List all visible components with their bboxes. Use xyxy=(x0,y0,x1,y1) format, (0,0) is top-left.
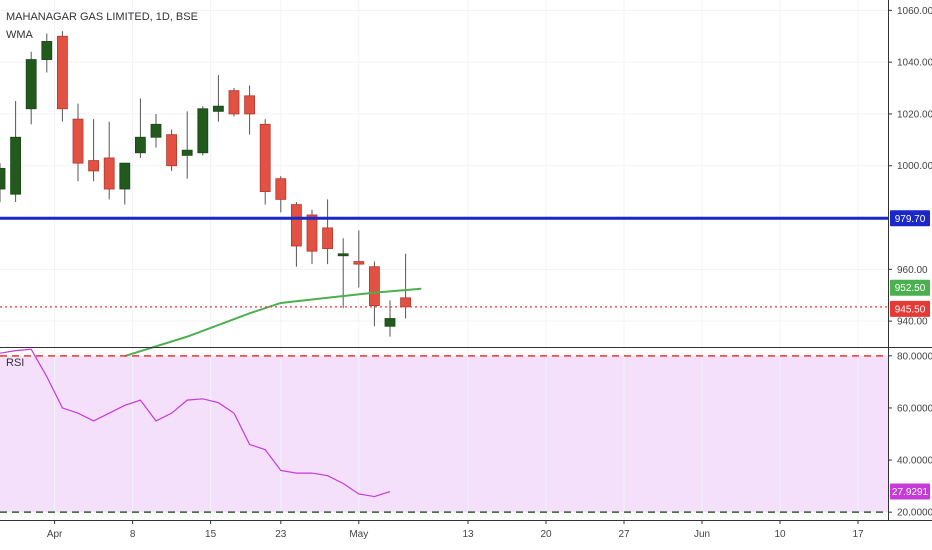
candle-body xyxy=(290,204,302,247)
chart-grid xyxy=(0,0,888,520)
candle[interactable] xyxy=(10,100,22,202)
wma-price-tag: 952.50 xyxy=(890,279,930,296)
candle-body xyxy=(228,90,240,115)
time-tick-label: Apr xyxy=(47,529,63,540)
candle[interactable] xyxy=(322,199,334,265)
candle[interactable] xyxy=(57,31,68,122)
rsi-legend: RSI xyxy=(6,357,25,369)
candle-body xyxy=(259,123,271,193)
time-tick-label: 15 xyxy=(205,529,217,540)
candle-body xyxy=(337,253,349,257)
rsi-tick-label: 60.0000 xyxy=(897,403,932,414)
price-tick-label: 940.00 xyxy=(897,317,928,328)
candle[interactable] xyxy=(212,75,224,122)
candle[interactable] xyxy=(228,88,240,117)
candle-body xyxy=(244,95,256,115)
rsi-background xyxy=(0,355,888,513)
candle-body xyxy=(88,160,99,172)
candle-body xyxy=(368,266,380,306)
candle[interactable] xyxy=(181,111,193,179)
time-tick-label: 10 xyxy=(774,529,786,540)
candle[interactable] xyxy=(103,121,115,200)
candle-body xyxy=(72,118,84,164)
candle-body xyxy=(181,149,193,156)
candle[interactable] xyxy=(166,129,178,171)
time-tick-label: 13 xyxy=(462,529,474,540)
candle-body xyxy=(103,157,115,190)
candle-body xyxy=(384,318,396,327)
candle-body xyxy=(41,41,53,60)
price-tick-label: 960.00 xyxy=(897,265,928,276)
wma-price-tag-text: 952.50 xyxy=(895,283,926,294)
candle-body xyxy=(57,35,68,110)
price-tick-label: 1060.00 xyxy=(897,6,932,17)
level-price-tag-bg xyxy=(890,210,930,227)
last-price-tag-text: 945.50 xyxy=(895,304,926,315)
candle[interactable] xyxy=(368,261,380,327)
candle-body xyxy=(10,136,22,195)
last-price-tag-bg xyxy=(890,300,930,317)
time-tick-label: 27 xyxy=(618,529,630,540)
rsi-tick-label: 40.0000 xyxy=(897,456,932,467)
candle[interactable] xyxy=(41,33,53,73)
rsi-value-tag: 27.9291 xyxy=(890,483,930,500)
candle[interactable] xyxy=(25,51,37,125)
candle[interactable] xyxy=(353,230,365,288)
candle[interactable] xyxy=(259,119,271,205)
time-tick-label: 17 xyxy=(852,529,864,540)
rsi-value-tag-bg xyxy=(890,483,930,500)
candle[interactable] xyxy=(244,85,256,135)
candle-body xyxy=(400,297,412,308)
rsi-panel[interactable] xyxy=(0,348,888,513)
candle-body xyxy=(353,261,365,265)
price-tick-label: 1000.00 xyxy=(897,161,932,172)
candle-body xyxy=(166,134,178,167)
candle[interactable] xyxy=(290,201,302,267)
candle[interactable] xyxy=(197,106,209,156)
candle-body xyxy=(322,227,334,249)
time-tick-label: May xyxy=(349,529,368,540)
price-tick-label: 1020.00 xyxy=(897,109,932,120)
candle[interactable] xyxy=(275,176,287,213)
price-tick-label: 1040.00 xyxy=(897,58,932,69)
candle-body xyxy=(134,136,146,154)
level-price-tag: 979.70 xyxy=(890,210,930,227)
time-tick-label: 20 xyxy=(540,529,552,540)
last-price-tag: 945.50 xyxy=(890,300,930,317)
candle[interactable] xyxy=(119,162,131,205)
price-panel[interactable] xyxy=(0,31,888,358)
rsi-band xyxy=(0,355,888,513)
candle[interactable] xyxy=(0,163,6,202)
time-tick-label: 8 xyxy=(130,529,136,540)
candle-body xyxy=(275,178,287,200)
candle[interactable] xyxy=(72,103,84,182)
chart-title: MAHANAGAR GAS LIMITED, 1D, BSE xyxy=(6,11,198,23)
wma-legend: WMA xyxy=(6,29,33,41)
rsi-tick-label: 20.0000 xyxy=(897,508,932,519)
candle-body xyxy=(197,108,209,154)
candle[interactable] xyxy=(150,113,162,148)
rsi-line xyxy=(0,348,391,498)
candle-body xyxy=(119,162,131,190)
wma-line xyxy=(124,287,422,358)
candle-body xyxy=(306,214,318,252)
rsi-tick-label: 80.0000 xyxy=(897,351,932,362)
rsi-value-tag-text: 27.9291 xyxy=(892,487,929,498)
price-tags: 979.70 952.50 945.50 27.9291 xyxy=(890,210,930,500)
time-tick-label: Jun xyxy=(694,529,710,540)
candle[interactable] xyxy=(88,119,99,182)
level-price-tag-text: 979.70 xyxy=(895,214,926,225)
candle-body xyxy=(0,167,6,190)
candle-body xyxy=(212,105,224,112)
wma-price-tag-bg xyxy=(890,279,930,296)
candle-body xyxy=(150,123,162,138)
candle-body xyxy=(25,59,37,110)
candle[interactable] xyxy=(134,98,146,158)
time-tick-label: 23 xyxy=(275,529,287,540)
